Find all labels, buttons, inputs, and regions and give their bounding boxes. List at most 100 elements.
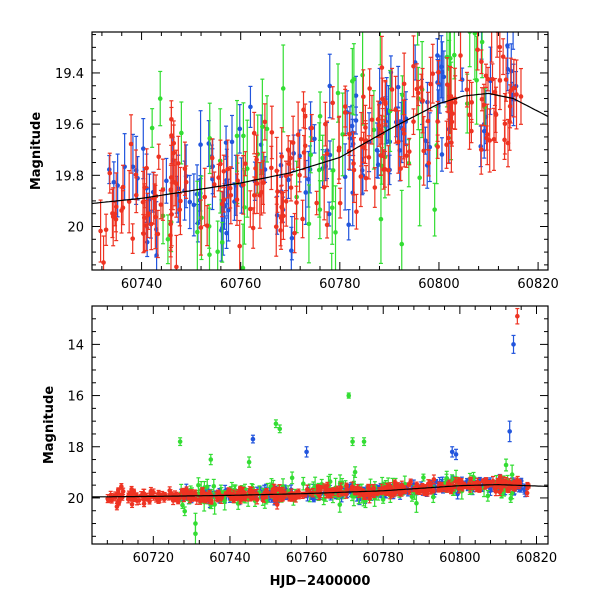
data-point [98, 200, 103, 262]
data-marker [380, 65, 385, 70]
data-marker [421, 475, 426, 480]
data-point [130, 224, 135, 254]
data-marker [230, 293, 235, 298]
x-tick-label: 60800 [418, 277, 459, 292]
data-point [107, 153, 112, 193]
data-marker [381, 497, 386, 502]
data-marker [291, 140, 296, 145]
data-marker [252, 193, 257, 198]
data-marker [378, 17, 383, 22]
data-point [333, 186, 338, 279]
data-marker [241, 134, 246, 139]
data-marker [290, 476, 295, 481]
data-point [514, 60, 519, 129]
data-point [364, 166, 369, 191]
data-point [274, 137, 279, 204]
data-marker [486, 494, 491, 499]
data-marker [393, 107, 398, 112]
data-marker [279, 163, 284, 168]
data-point [150, 109, 155, 148]
data-marker [210, 156, 215, 161]
data-marker [269, 166, 274, 171]
data-marker [174, 181, 179, 186]
data-marker [360, 73, 365, 78]
data-marker [504, 463, 509, 468]
data-marker [318, 114, 323, 119]
data-point [269, 146, 274, 189]
data-marker [168, 222, 173, 227]
data-marker [156, 232, 161, 237]
data-marker [182, 509, 187, 514]
data-marker [364, 176, 369, 181]
data-point [192, 174, 197, 236]
data-point [440, 138, 445, 171]
data-point [467, 0, 472, 67]
data-point [318, 181, 323, 239]
data-marker [447, 12, 452, 17]
data-marker [112, 180, 117, 185]
data-marker [301, 481, 306, 486]
data-marker [411, 64, 416, 69]
data-marker [402, 82, 407, 87]
data-marker [222, 197, 227, 202]
data-marker [377, 123, 382, 128]
data-marker [306, 177, 311, 182]
data-marker [343, 104, 348, 109]
data-marker [198, 142, 203, 147]
data-marker [294, 200, 299, 205]
data-point [379, 175, 384, 264]
data-marker [498, 78, 503, 83]
data-marker [248, 105, 253, 110]
data-point [498, 51, 503, 109]
data-marker [229, 193, 234, 198]
data-point [407, 138, 412, 164]
data-marker [373, 185, 378, 190]
data-marker [156, 154, 161, 159]
data-point [327, 54, 332, 118]
x-tick-label: 60820 [517, 277, 558, 292]
data-marker [137, 498, 142, 503]
data-marker [386, 168, 391, 173]
data-marker [196, 483, 201, 488]
data-marker [184, 180, 189, 185]
data-marker [98, 229, 103, 234]
data-point [421, 474, 426, 481]
data-marker [286, 147, 291, 152]
data-marker [107, 171, 112, 176]
data-point [281, 45, 286, 132]
data-marker [274, 169, 279, 174]
data-point [346, 210, 351, 240]
data-marker [333, 230, 338, 235]
data-point [248, 191, 253, 227]
data-marker [113, 212, 118, 217]
data-marker [207, 252, 212, 257]
data-point [279, 128, 284, 186]
data-marker [359, 174, 364, 179]
data-point [487, 109, 492, 172]
data-marker [296, 132, 301, 137]
data-marker [444, 142, 449, 147]
data-marker [445, 82, 450, 87]
data-marker [158, 96, 163, 101]
data-marker [502, 138, 507, 143]
data-point [248, 86, 253, 127]
data-point [230, 115, 235, 168]
data-marker [220, 240, 225, 245]
data-marker [407, 149, 412, 154]
data-marker [416, 91, 421, 96]
data-point [252, 112, 257, 153]
data-marker [164, 179, 169, 184]
data-marker [178, 199, 183, 204]
top-panel-ylabel: Magnitude [29, 112, 44, 191]
data-marker [206, 141, 211, 146]
x-tick-label: 60740 [121, 277, 162, 292]
data-marker [350, 79, 355, 84]
y-tick-label: 20 [67, 220, 84, 235]
data-marker [479, 147, 484, 152]
data-point [399, 190, 404, 297]
data-point [336, 64, 341, 122]
data-marker [279, 154, 284, 159]
data-marker [279, 215, 284, 220]
